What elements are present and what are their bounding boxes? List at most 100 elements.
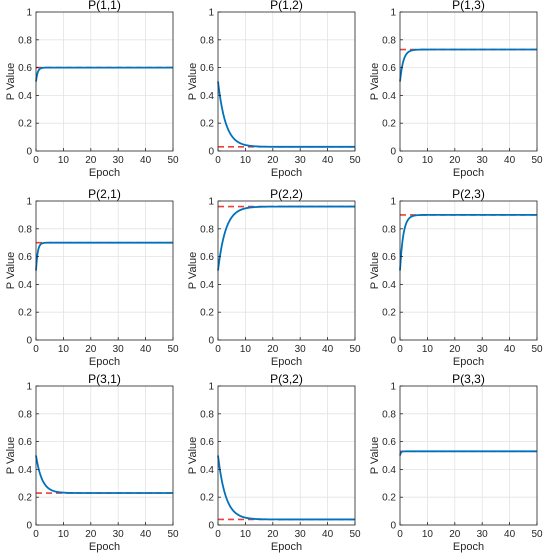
y-tick-label: 0.8 bbox=[200, 409, 214, 420]
plot-area bbox=[218, 386, 355, 525]
subplot-p1: 0 10 20 30 40 50 0 0.2 0.4 0.6 0.8 1 P(1,1) Epoch P Va… bbox=[5, 0, 179, 179]
x-tick-label: 10 bbox=[58, 529, 70, 540]
axes-box bbox=[35, 385, 174, 526]
x-axis-label: Epoch bbox=[89, 541, 120, 553]
y-tick-label: 0 bbox=[26, 336, 32, 347]
x-tick-label: 40 bbox=[504, 155, 516, 166]
x-tick-label: 10 bbox=[240, 155, 252, 166]
y-tick-label: 0.6 bbox=[18, 252, 32, 263]
y-tick-label: 0.8 bbox=[18, 224, 32, 235]
series-line bbox=[217, 205, 356, 271]
plot-area bbox=[400, 12, 537, 151]
x-tick-label: 40 bbox=[140, 155, 152, 166]
plot-area bbox=[218, 201, 355, 340]
panel-title: P(3,1) bbox=[88, 372, 121, 386]
x-tick-label: 40 bbox=[140, 344, 152, 355]
series-line bbox=[399, 48, 538, 82]
panel-title: P(1,1) bbox=[88, 0, 121, 12]
x-axis-label: Epoch bbox=[453, 167, 484, 179]
x-tick-label: 40 bbox=[140, 529, 152, 540]
plot-area bbox=[400, 201, 537, 340]
y-axis-label: P Value bbox=[187, 437, 199, 475]
y-tick-label: 0.8 bbox=[382, 224, 396, 235]
x-tick-label: 20 bbox=[85, 529, 97, 540]
x-axis-label: Epoch bbox=[271, 356, 302, 368]
x-tick-label: 30 bbox=[477, 529, 489, 540]
x-tick-label: 30 bbox=[113, 155, 125, 166]
x-tick-label: 20 bbox=[449, 344, 461, 355]
y-tick-label: 0 bbox=[208, 147, 214, 158]
y-tick-label: 0.6 bbox=[382, 63, 396, 74]
y-tick-label: 0.4 bbox=[200, 280, 214, 291]
y-tick-label: 0.2 bbox=[200, 493, 214, 504]
plot-area bbox=[218, 12, 355, 151]
y-tick-label: 0 bbox=[208, 336, 214, 347]
y-tick-label: 1 bbox=[26, 382, 32, 393]
x-tick-label: 10 bbox=[422, 344, 434, 355]
y-tick-label: 0.6 bbox=[18, 437, 32, 448]
panel-title: P(2,2) bbox=[270, 187, 303, 201]
subplot-p3: 0 10 20 30 40 50 0 0.2 0.4 0.6 0.8 1 P(1,3) Epoch P Va… bbox=[369, 0, 543, 179]
x-tick-label: 50 bbox=[531, 155, 543, 166]
x-tick-label: 50 bbox=[531, 344, 543, 355]
plot-area bbox=[36, 12, 173, 151]
x-tick-label: 20 bbox=[85, 344, 97, 355]
axes-box bbox=[217, 11, 356, 152]
x-tick-label: 40 bbox=[504, 344, 516, 355]
x-tick-label: 50 bbox=[167, 155, 179, 166]
plot-area bbox=[36, 201, 173, 340]
x-tick-label: 20 bbox=[449, 155, 461, 166]
series-line bbox=[399, 214, 538, 271]
panel-title: P(1,3) bbox=[452, 0, 485, 12]
x-tick-label: 20 bbox=[267, 344, 279, 355]
x-axis-label: Epoch bbox=[453, 541, 484, 553]
x-tick-label: 40 bbox=[322, 344, 334, 355]
x-axis-label: Epoch bbox=[89, 167, 120, 179]
x-tick-label: 0 bbox=[397, 529, 403, 540]
x-tick-label: 0 bbox=[33, 529, 39, 540]
y-tick-label: 0.6 bbox=[382, 437, 396, 448]
y-axis-label: P Value bbox=[187, 252, 199, 290]
x-tick-label: 10 bbox=[240, 529, 252, 540]
y-tick-label: 0.2 bbox=[382, 119, 396, 130]
y-tick-label: 0.8 bbox=[382, 409, 396, 420]
subplot-p7: 0 10 20 30 40 50 0 0.2 0.4 0.6 0.8 1 P(3,1) Epoch P Va… bbox=[5, 372, 179, 553]
y-tick-label: 0.4 bbox=[18, 280, 32, 291]
axes-box bbox=[35, 11, 174, 152]
y-tick-label: 0.8 bbox=[382, 35, 396, 46]
y-tick-label: 0.2 bbox=[382, 493, 396, 504]
y-axis-label: P Value bbox=[369, 252, 381, 290]
x-tick-label: 40 bbox=[322, 155, 334, 166]
series-line bbox=[35, 241, 174, 271]
y-tick-label: 1 bbox=[26, 8, 32, 19]
x-tick-label: 10 bbox=[422, 529, 434, 540]
y-tick-label: 0.8 bbox=[18, 35, 32, 46]
y-axis-label: P Value bbox=[5, 252, 17, 290]
x-axis-label: Epoch bbox=[271, 167, 302, 179]
subplot-p5: 0 10 20 30 40 50 0 0.2 0.4 0.6 0.8 1 P(2,2) Epoch P Va… bbox=[187, 187, 361, 368]
x-tick-label: 0 bbox=[215, 155, 221, 166]
x-tick-label: 50 bbox=[349, 344, 361, 355]
subplot-p6: 0 10 20 30 40 50 0 0.2 0.4 0.6 0.8 1 P(2,3) Epoch P Va… bbox=[369, 187, 543, 368]
y-tick-label: 0.6 bbox=[200, 63, 214, 74]
y-tick-label: 1 bbox=[208, 197, 214, 208]
x-tick-label: 10 bbox=[422, 155, 434, 166]
y-tick-label: 0 bbox=[26, 147, 32, 158]
y-tick-label: 0.2 bbox=[382, 308, 396, 319]
y-tick-label: 0.2 bbox=[200, 308, 214, 319]
y-tick-label: 0 bbox=[390, 521, 396, 532]
x-axis-label: Epoch bbox=[453, 356, 484, 368]
y-axis-label: P Value bbox=[187, 63, 199, 101]
series-line bbox=[35, 455, 174, 494]
y-tick-label: 0.4 bbox=[18, 465, 32, 476]
x-tick-label: 30 bbox=[113, 529, 125, 540]
x-tick-label: 30 bbox=[477, 155, 489, 166]
x-tick-label: 10 bbox=[240, 344, 252, 355]
y-tick-label: 0.6 bbox=[382, 252, 396, 263]
axes-box bbox=[217, 385, 356, 526]
y-tick-label: 0 bbox=[390, 336, 396, 347]
x-tick-label: 50 bbox=[349, 529, 361, 540]
x-tick-label: 50 bbox=[349, 155, 361, 166]
x-tick-label: 20 bbox=[267, 529, 279, 540]
